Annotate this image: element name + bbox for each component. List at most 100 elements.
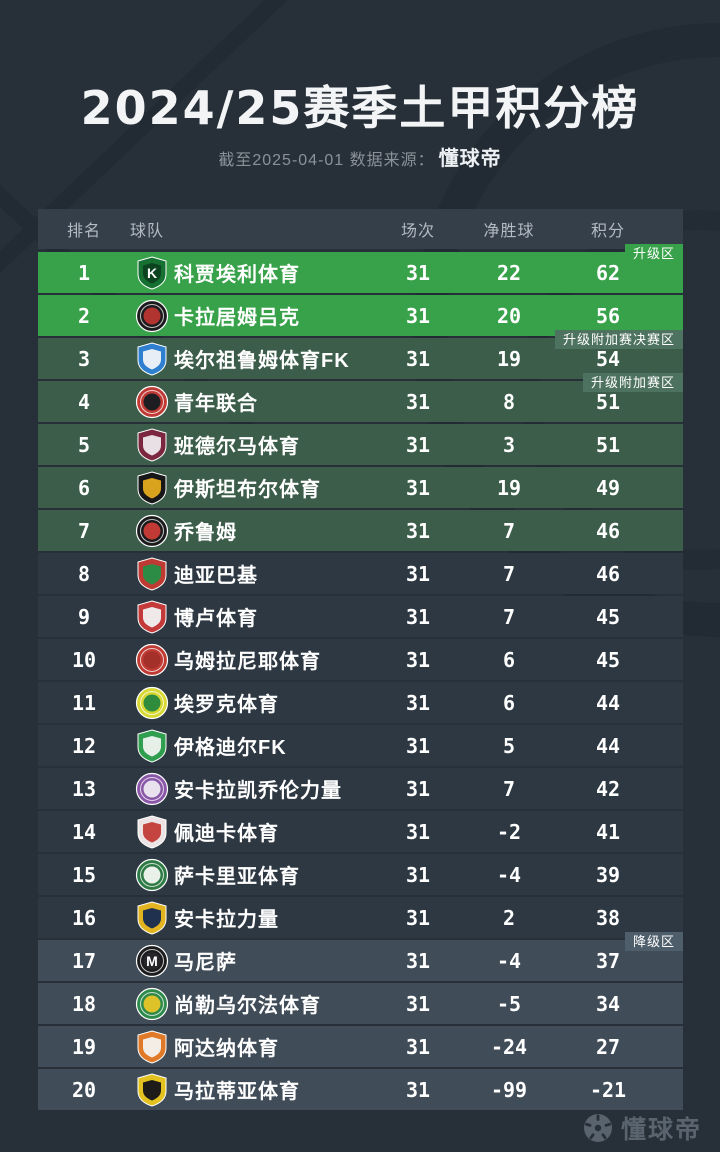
team-name: 安卡拉凯乔伦力量 xyxy=(174,780,342,802)
table-row: 16 安卡拉力量 31 2 38 xyxy=(38,897,683,938)
played-cell: 31 xyxy=(405,1077,431,1102)
team-name: 安卡拉力量 xyxy=(174,909,279,931)
team-name: 班德尔马体育 xyxy=(174,436,300,458)
table-row: 17 M 马尼萨 31 -4 37 降级区 xyxy=(38,932,683,981)
points-cell: 56 xyxy=(595,303,621,328)
team-logo-icon xyxy=(130,858,174,892)
rank-cell: 20 xyxy=(71,1077,97,1102)
table-row: 3 埃尔祖鲁姆体育FK 31 19 54 升级附加赛决赛区 xyxy=(38,330,683,379)
points-cell: 44 xyxy=(595,733,621,758)
zone-tag: 降级区 xyxy=(624,932,683,951)
table-row: 11 埃罗克体育 31 6 44 xyxy=(38,682,683,723)
team-logo-icon xyxy=(130,556,174,591)
rank-cell: 8 xyxy=(77,561,91,586)
team-logo-icon xyxy=(130,427,174,462)
column-header-goal-diff: 净胜球 xyxy=(483,223,535,240)
table-row: 15 萨卡里亚体育 31 -4 39 xyxy=(38,854,683,895)
table-row: 5 班德尔马体育 31 3 51 xyxy=(38,424,683,465)
played-cell: 31 xyxy=(405,991,431,1016)
played-cell: 31 xyxy=(405,862,431,887)
goal-diff-cell: -4 xyxy=(496,948,522,973)
played-cell: 31 xyxy=(405,260,431,285)
table-row: 13 安卡拉凯乔伦力量 31 7 42 xyxy=(38,768,683,809)
team-name: 伊斯坦布尔体育 xyxy=(174,479,321,501)
played-cell: 31 xyxy=(405,389,431,414)
points-cell: 49 xyxy=(595,475,621,500)
goal-diff-cell: 2 xyxy=(502,905,516,930)
points-cell: 39 xyxy=(595,862,621,887)
rank-cell: 7 xyxy=(77,518,91,543)
rank-cell: 5 xyxy=(77,432,91,457)
points-cell: 42 xyxy=(595,776,621,801)
points-cell: 41 xyxy=(595,819,621,844)
played-cell: 31 xyxy=(405,604,431,629)
table-row: 18 尚勒乌尔法体育 31 -5 34 xyxy=(38,983,683,1024)
table-body: 1 K 科贾埃利体育 31 22 62 升级区 2 卡拉居姆吕克 31 20 5… xyxy=(38,244,683,1110)
team-name: 尚勒乌尔法体育 xyxy=(174,995,321,1017)
played-cell: 31 xyxy=(405,647,431,672)
data-source-brand: 懂球帝 xyxy=(438,148,502,170)
team-logo-icon xyxy=(130,814,174,849)
team-logo-icon: K xyxy=(130,255,174,290)
rank-cell: 10 xyxy=(71,647,97,672)
played-cell: 31 xyxy=(405,948,431,973)
table-row: 1 K 科贾埃利体育 31 22 62 升级区 xyxy=(38,244,683,293)
goal-diff-cell: 8 xyxy=(502,389,516,414)
team-name: 乔鲁姆 xyxy=(174,522,237,544)
subtitle: 截至2025-04-01 数据来源： 懂球帝 xyxy=(0,142,720,171)
team-name: 埃罗克体育 xyxy=(174,694,279,716)
team-logo-icon xyxy=(130,987,174,1021)
goal-diff-cell: -2 xyxy=(496,819,522,844)
rank-cell: 3 xyxy=(77,346,91,371)
rank-cell: 6 xyxy=(77,475,91,500)
table-row: 7 乔鲁姆 31 7 46 xyxy=(38,510,683,551)
team-name: 科贾埃利体育 xyxy=(174,264,300,286)
column-header-team: 球队 xyxy=(130,223,165,240)
team-logo-icon xyxy=(130,1029,174,1064)
rank-cell: 19 xyxy=(71,1034,97,1059)
points-cell: 27 xyxy=(595,1034,621,1059)
svg-text:K: K xyxy=(147,265,157,281)
team-logo-icon xyxy=(130,599,174,634)
rank-cell: 12 xyxy=(71,733,97,758)
table-row: 19 阿达纳体育 31 -24 27 xyxy=(38,1026,683,1067)
table-row: 14 佩迪卡体育 31 -2 41 xyxy=(38,811,683,852)
goal-diff-cell: -5 xyxy=(496,991,522,1016)
table-row: 4 青年联合 31 8 51 升级附加赛区 xyxy=(38,373,683,422)
rank-cell: 16 xyxy=(71,905,97,930)
played-cell: 31 xyxy=(405,561,431,586)
played-cell: 31 xyxy=(405,518,431,543)
team-name: 埃尔祖鲁姆体育FK xyxy=(174,350,350,372)
zone-tag: 升级附加赛决赛区 xyxy=(554,330,683,349)
team-name: 马尼萨 xyxy=(174,952,237,974)
table-row: 20 马拉蒂亚体育 31 -99 -21 xyxy=(38,1069,683,1110)
table-row: 8 迪亚巴基 31 7 46 xyxy=(38,553,683,594)
zone-tag: 升级附加赛区 xyxy=(582,373,683,392)
points-cell: 62 xyxy=(595,260,621,285)
table-row: 9 博卢体育 31 7 45 xyxy=(38,596,683,637)
team-logo-icon xyxy=(130,1072,174,1107)
column-header-played: 场次 xyxy=(400,223,435,240)
played-cell: 31 xyxy=(405,905,431,930)
team-logo-icon xyxy=(130,728,174,763)
dongqiudi-ball-icon xyxy=(583,1114,612,1142)
goal-diff-cell: 19 xyxy=(496,475,522,500)
team-name: 马拉蒂亚体育 xyxy=(174,1081,300,1103)
points-cell: 46 xyxy=(595,561,621,586)
column-header-points: 积分 xyxy=(590,223,625,240)
team-logo-icon xyxy=(130,470,174,505)
table-header-row: 排名 球队 场次 净胜球 积分 xyxy=(38,209,683,249)
played-cell: 31 xyxy=(405,303,431,328)
page-title: 2024/25赛季土甲积分榜 xyxy=(80,81,640,135)
team-logo-icon xyxy=(130,900,174,935)
rank-cell: 18 xyxy=(71,991,97,1016)
as-of-date-text: 截至2025-04-01 数据来源： xyxy=(218,152,435,169)
team-logo-icon xyxy=(130,643,174,677)
goal-diff-cell: 22 xyxy=(496,260,522,285)
rank-cell: 1 xyxy=(77,260,91,285)
table-row: 10 乌姆拉尼耶体育 31 6 45 xyxy=(38,639,683,680)
team-logo-icon xyxy=(130,686,174,720)
team-logo-icon xyxy=(130,514,174,548)
team-logo-icon xyxy=(130,772,174,806)
rank-cell: 2 xyxy=(77,303,91,328)
